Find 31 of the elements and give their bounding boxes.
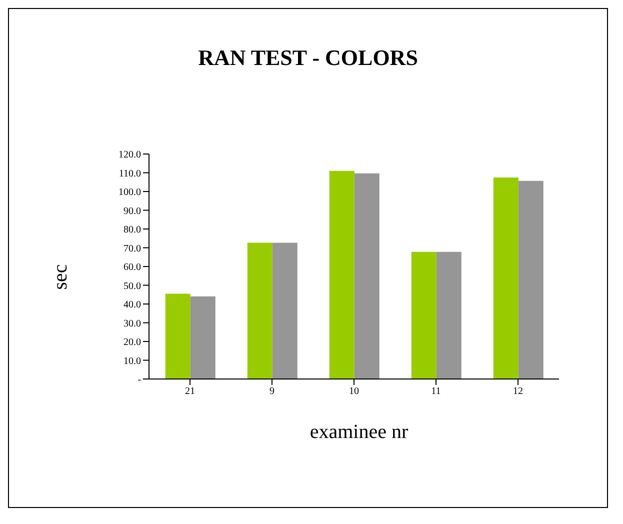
y-tick-label: 40.0 bbox=[124, 300, 141, 311]
y-tick-label: 80.0 bbox=[124, 224, 141, 236]
y-tick-label: 50.0 bbox=[124, 280, 141, 292]
x-tick-label: 11 bbox=[431, 386, 441, 398]
y-tick-label: 10.0 bbox=[124, 356, 141, 367]
y-tick-label: 90.0 bbox=[124, 206, 141, 217]
bar bbox=[329, 170, 354, 379]
y-tick-label: 30.0 bbox=[124, 318, 141, 330]
x-tick-label: 10 bbox=[349, 386, 359, 398]
y-tick-label: - bbox=[138, 374, 141, 386]
bar bbox=[436, 252, 462, 379]
y-tick-label: 60.0 bbox=[124, 262, 141, 274]
bar bbox=[272, 242, 298, 379]
y-tick-label: 120.0 bbox=[118, 150, 141, 161]
x-tick-label: 9 bbox=[270, 386, 274, 398]
bar bbox=[493, 177, 518, 379]
x-tick-label: 21 bbox=[185, 386, 195, 398]
y-tick-label: 100.0 bbox=[118, 187, 141, 198]
bar bbox=[518, 180, 544, 379]
x-axis-title: examinee nr bbox=[308, 421, 410, 444]
x-tick-label: 12 bbox=[513, 386, 523, 398]
y-tick-label: 20.0 bbox=[124, 337, 141, 348]
y-axis-title: sec bbox=[50, 264, 72, 290]
y-tick-label: 70.0 bbox=[124, 243, 141, 254]
y-tick-label: 110.0 bbox=[118, 168, 141, 180]
bar bbox=[354, 173, 380, 379]
bar bbox=[190, 296, 216, 379]
bar bbox=[247, 242, 272, 379]
bar bbox=[165, 294, 190, 379]
chart-title: RAN TEST - COLORS bbox=[197, 45, 419, 71]
bar bbox=[411, 252, 436, 379]
